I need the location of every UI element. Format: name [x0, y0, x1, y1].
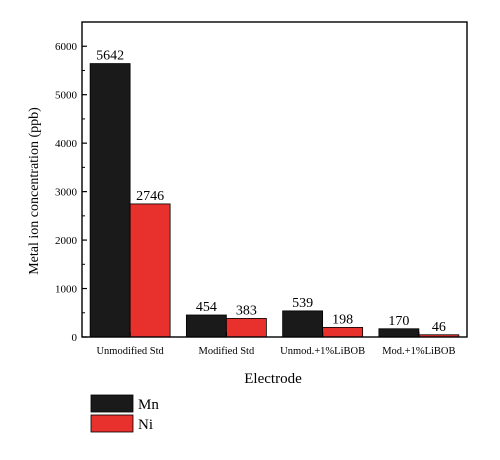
bar-mn	[378, 328, 420, 338]
x-tick-label: Unmodified Std	[96, 346, 164, 357]
data-labels-layer: 5642 2746 454 383 539 198 170 46	[96, 49, 446, 335]
data-label: 170	[388, 314, 409, 329]
y-tick-label: 1000	[55, 284, 78, 296]
bar-ni	[225, 318, 267, 338]
data-label: 46	[432, 320, 446, 335]
data-label: 454	[196, 300, 217, 315]
data-label: 539	[292, 296, 313, 311]
y-tick-label: 4000	[55, 138, 78, 150]
y-tick-label: 5000	[55, 90, 78, 102]
x-tick-label: Mod.+1%LiBOB	[382, 346, 455, 357]
legend-swatch-ni	[90, 414, 134, 433]
legend-label: Mn	[138, 397, 159, 413]
x-tick-label: Unmod.+1%LiBOB	[280, 346, 365, 357]
bar-mn	[89, 63, 131, 338]
x-tick-label: Modified Std	[199, 346, 255, 357]
legend: Mn Ni	[90, 394, 159, 433]
plot-frame	[81, 21, 468, 338]
data-label: 2746	[136, 189, 164, 204]
data-label: 5642	[96, 49, 124, 64]
y-tick-label: 2000	[55, 235, 78, 247]
bar-mn	[282, 310, 324, 338]
y-axis: 0 1000 2000 3000 4000 5000 6000	[55, 41, 87, 344]
x-axis-label: Electrode	[244, 371, 302, 387]
bar-ni	[129, 203, 171, 338]
y-tick-label: 3000	[55, 187, 78, 199]
y-axis-label: Metal ion concentration (ppb)	[27, 107, 42, 275]
legend-label: Ni	[138, 417, 153, 433]
bar-ni	[322, 327, 364, 338]
legend-swatch-mn	[90, 394, 134, 413]
bar-mn	[185, 314, 227, 338]
data-label: 198	[332, 312, 353, 327]
y-tick-label: 6000	[55, 41, 78, 53]
data-label: 383	[236, 303, 257, 318]
x-axis: Unmodified Std Modified Std Unmod.+1%LiBOB…	[96, 332, 456, 357]
y-tick-label: 0	[72, 332, 78, 344]
